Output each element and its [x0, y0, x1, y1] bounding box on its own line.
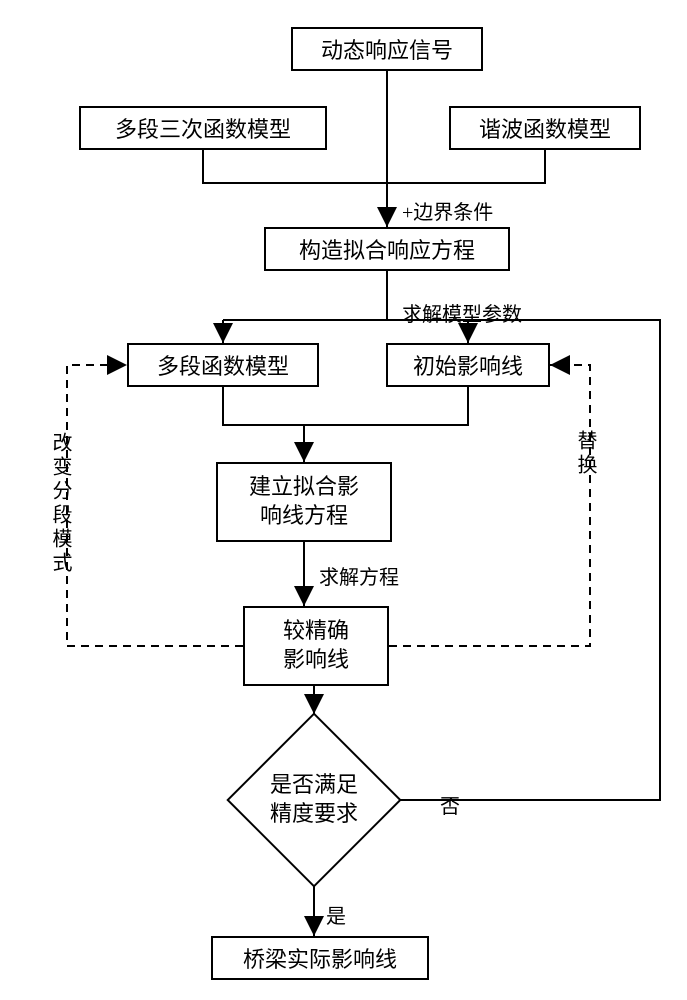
node-label: 动态响应信号: [321, 33, 453, 65]
node-multi-segment: 多段函数模型: [127, 343, 319, 387]
node-initial-line: 初始影响线: [386, 343, 550, 387]
edge-label-change-mode: 改变分段模式: [46, 432, 75, 576]
edge: [223, 387, 304, 425]
edge: [400, 320, 660, 800]
node-fit-equation: 构造拟合响应方程: [264, 227, 510, 271]
edge-label-solve-eq: 求解方程: [319, 561, 399, 590]
node-cubic-model: 多段三次函数模型: [79, 106, 327, 150]
node-label: 较精确 影响线: [283, 617, 349, 674]
node-label: 建立拟合影 响线方程: [249, 473, 359, 530]
node-decision: [226, 712, 401, 887]
node-harmonic-model: 谐波函数模型: [449, 106, 641, 150]
node-label: 桥梁实际影响线: [243, 942, 397, 974]
node-label: 构造拟合响应方程: [299, 233, 475, 265]
node-label: 谐波函数模型: [479, 112, 611, 144]
node-label: 初始影响线: [413, 349, 523, 381]
edge-dashed: [389, 365, 590, 646]
edge: [304, 387, 468, 425]
node-build-equation: 建立拟合影 响线方程: [216, 462, 392, 542]
edge-label-replace: 替换: [571, 430, 600, 478]
node-signal: 动态响应信号: [291, 27, 483, 71]
node-label: 多段三次函数模型: [115, 112, 291, 144]
edge-label-boundary: +边界条件: [402, 196, 493, 225]
edge-label-solve-params: 求解模型参数: [402, 298, 522, 327]
edge-label-yes: 是: [326, 900, 346, 929]
node-label: 多段函数模型: [157, 349, 289, 381]
edge: [387, 150, 545, 183]
node-accurate-line: 较精确 影响线: [243, 606, 389, 686]
node-output: 桥梁实际影响线: [211, 936, 429, 980]
edge-label-no: 否: [440, 790, 460, 819]
edge: [203, 150, 387, 183]
